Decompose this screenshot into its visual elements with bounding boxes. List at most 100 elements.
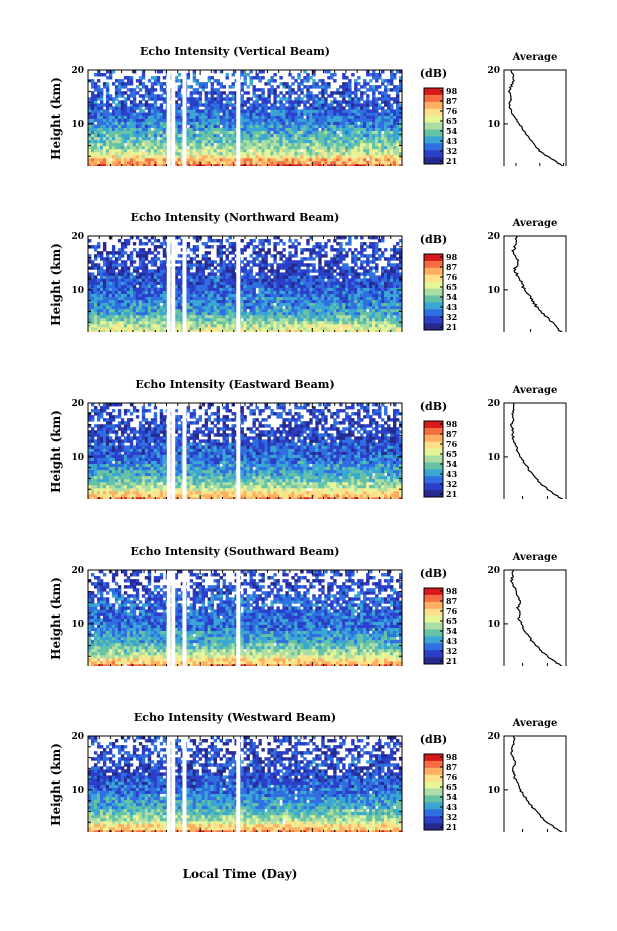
heatmap-cell <box>309 118 313 122</box>
heatmap-cell <box>129 148 134 153</box>
heatmap-cell <box>222 151 226 156</box>
heatmap-cell <box>138 308 143 313</box>
heatmap-cell <box>333 73 337 77</box>
heatmap-cell <box>375 154 379 159</box>
heatmap-cell <box>276 133 280 138</box>
heatmap-cell <box>384 109 388 113</box>
heatmap-cell <box>273 248 277 252</box>
heatmap-cell <box>234 308 238 313</box>
heatmap-cell <box>264 100 268 104</box>
heatmap-cell <box>141 160 146 165</box>
heatmap-cell <box>363 85 367 89</box>
heatmap-cell <box>249 326 253 331</box>
heatmap-cell <box>285 154 289 159</box>
heatmap-cell <box>273 260 277 264</box>
heatmap-cell <box>213 100 217 104</box>
heatmap-cell <box>312 121 316 125</box>
heatmap-cell <box>132 124 137 128</box>
heatmap-cell <box>156 130 161 135</box>
heatmap-cell <box>159 278 164 282</box>
heatmap-cell <box>333 139 337 144</box>
heatmap-cell <box>105 142 110 147</box>
heatmap-cell <box>309 308 313 313</box>
heatmap-cell <box>234 97 238 101</box>
heatmap-cell <box>207 290 212 294</box>
heatmap-cell <box>300 305 304 310</box>
heatmap-cell <box>399 136 403 141</box>
heatmap-cell <box>195 305 200 310</box>
heatmap-cell <box>342 88 346 92</box>
heatmap-cell <box>108 275 113 279</box>
heatmap-cell <box>159 323 164 328</box>
profile-frame <box>503 69 567 166</box>
heatmap-cell <box>243 326 247 331</box>
heatmap-cell <box>180 136 185 141</box>
heatmap-cell <box>291 323 295 328</box>
heatmap-cell <box>279 106 283 110</box>
heatmap-cell <box>222 269 226 273</box>
heatmap-cell <box>267 79 271 83</box>
heatmap-cell <box>156 151 161 156</box>
heatmap-cell <box>96 323 101 328</box>
heatmap-cell <box>186 305 191 310</box>
heatmap-cell <box>294 254 298 258</box>
heatmap-cell <box>207 296 212 301</box>
heatmap-cell <box>117 248 122 252</box>
heatmap-cell <box>117 109 122 113</box>
heatmap-cell <box>147 139 152 144</box>
heatmap-cell <box>273 97 277 101</box>
heatmap-cell <box>240 284 244 288</box>
heatmap-cell <box>231 323 235 328</box>
heatmap-cell <box>357 142 361 147</box>
heatmap-cell <box>276 139 280 144</box>
heatmap-cell <box>159 269 164 273</box>
heatmap-cell <box>318 103 322 107</box>
heatmap-cell <box>273 272 277 276</box>
heatmap-cell <box>180 145 185 150</box>
heatmap-cell <box>216 148 220 153</box>
heatmap-cell <box>399 124 403 128</box>
heatmap-cell <box>201 329 206 332</box>
heatmap-cell <box>186 308 191 313</box>
heatmap-cell <box>231 160 235 165</box>
heatmap-cell <box>396 70 400 74</box>
heatmap-cell <box>99 296 104 301</box>
heatmap-cell <box>198 85 203 89</box>
heatmap-cell <box>288 278 292 282</box>
heatmap-cell <box>297 85 301 89</box>
heatmap-cell <box>222 323 226 328</box>
heatmap-cell <box>213 314 217 319</box>
heatmap-cell <box>114 278 119 282</box>
heatmap-cell <box>96 97 101 101</box>
heatmap-cell <box>297 100 301 104</box>
heatmap-cell <box>360 127 364 132</box>
heatmap-cell <box>156 251 161 255</box>
heatmap-cell <box>246 296 250 301</box>
heatmap-cell <box>195 97 200 101</box>
heatmap-cell <box>339 118 343 122</box>
heatmap-cell <box>345 112 349 116</box>
heatmap-cell <box>123 320 128 325</box>
heatmap-cell <box>132 326 137 331</box>
heatmap-cell <box>342 121 346 125</box>
heatmap-cell <box>144 115 149 119</box>
heatmap-cell <box>117 299 122 304</box>
heatmap-cell <box>138 115 143 119</box>
heatmap-cell <box>177 109 182 113</box>
heatmap-cell <box>285 139 289 144</box>
heatmap-cell <box>261 70 265 74</box>
heatmap-cell <box>123 299 128 304</box>
heatmap-cell <box>264 254 268 258</box>
heatmap-cell <box>243 263 247 267</box>
heatmap-cell <box>195 260 200 264</box>
heatmap-cell <box>366 112 370 116</box>
heatmap-cell <box>192 136 197 141</box>
heatmap-cell <box>90 85 95 89</box>
heatmap-cell <box>297 266 301 270</box>
heatmap-cell <box>288 127 292 132</box>
heatmap-cell <box>204 275 209 279</box>
heatmap-cell <box>174 299 179 304</box>
heatmap-cell <box>186 302 191 307</box>
heatmap-cell <box>252 139 256 144</box>
heatmap-cell <box>210 112 214 116</box>
